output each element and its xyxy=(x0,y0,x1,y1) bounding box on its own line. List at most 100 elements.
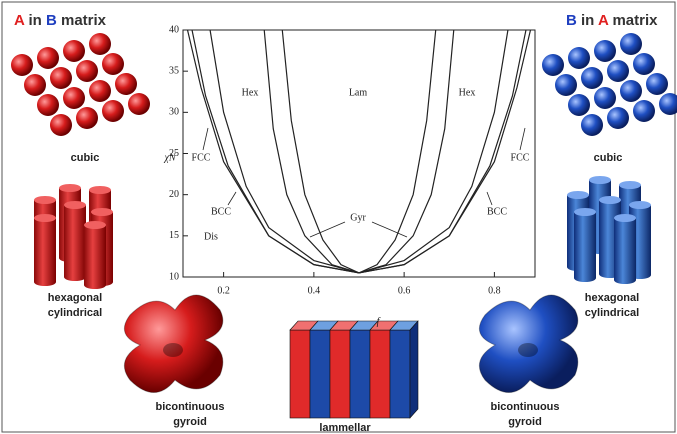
lamella xyxy=(390,330,410,418)
sphere xyxy=(659,93,677,115)
lamella-side xyxy=(410,321,418,418)
phase-boundary xyxy=(264,30,454,273)
illustrations xyxy=(11,33,677,418)
y-tick-label: 20 xyxy=(169,189,179,200)
cylinder-top xyxy=(574,208,596,216)
region-label: Hex xyxy=(242,87,259,98)
lamella xyxy=(290,330,310,418)
x-tick-label: 0.6 xyxy=(398,285,411,296)
cylinder-top xyxy=(59,184,81,192)
sphere xyxy=(115,73,137,95)
x-tick-label: 0.4 xyxy=(308,285,321,296)
arrow xyxy=(487,192,492,205)
cylinder xyxy=(34,218,56,282)
cylinder xyxy=(84,225,106,285)
gyroid-hole xyxy=(518,343,538,357)
figure: A in B matrix B in A matrix cubic hexago… xyxy=(0,0,677,434)
phase-boundary xyxy=(192,30,526,273)
y-tick-label: 35 xyxy=(169,65,179,76)
cylinder-top xyxy=(619,181,641,189)
cylinder-top xyxy=(34,214,56,222)
cylinder-top xyxy=(589,176,611,184)
sphere xyxy=(542,54,564,76)
caption: lammellar xyxy=(319,422,371,434)
cylinder-base xyxy=(64,273,86,281)
x-tick-label: 0.8 xyxy=(488,285,501,296)
sphere xyxy=(37,47,59,69)
sphere xyxy=(620,33,642,55)
phase-boundary xyxy=(188,30,531,273)
sphere xyxy=(607,60,629,82)
cylinder xyxy=(574,212,596,278)
cylinder-base xyxy=(34,278,56,286)
sphere xyxy=(607,107,629,129)
caption: cylindrical xyxy=(585,307,639,319)
caption: gyroid xyxy=(173,416,207,428)
region-label: Dis xyxy=(204,231,218,242)
arrow xyxy=(228,192,236,205)
x-tick-label: 0.2 xyxy=(217,285,230,296)
right-title: B in A matrix xyxy=(566,12,658,29)
region-label: Lam xyxy=(349,87,368,98)
sphere xyxy=(63,87,85,109)
sphere xyxy=(568,94,590,116)
cylinder-top xyxy=(34,196,56,204)
sphere xyxy=(102,100,124,122)
sphere xyxy=(581,114,603,136)
region-label: FCC xyxy=(192,152,211,163)
cylinder-top xyxy=(64,201,86,209)
y-tick-label: 40 xyxy=(169,24,179,35)
cylinder-top xyxy=(599,196,621,204)
sphere xyxy=(11,54,33,76)
left-title: A in B matrix xyxy=(14,12,107,29)
sphere xyxy=(646,73,668,95)
region-label: FCC xyxy=(511,152,530,163)
cylinder-top xyxy=(629,201,651,209)
sphere xyxy=(594,87,616,109)
y-tick-label: 25 xyxy=(169,148,179,159)
region-label: Gyr xyxy=(350,212,366,223)
caption: hexagonal xyxy=(585,292,639,304)
region-label: BCC xyxy=(487,206,507,217)
lamella xyxy=(350,330,370,418)
sphere xyxy=(594,40,616,62)
sphere xyxy=(633,53,655,75)
cylinder xyxy=(64,205,86,277)
region-label: BCC xyxy=(211,206,231,217)
arrow xyxy=(203,128,208,150)
caption: bicontinuous xyxy=(490,401,559,413)
sphere xyxy=(620,80,642,102)
sphere xyxy=(89,80,111,102)
y-tick-label: 10 xyxy=(169,271,179,282)
sphere xyxy=(24,74,46,96)
sphere xyxy=(555,74,577,96)
cylinder-base xyxy=(574,274,596,282)
y-tick-label: 30 xyxy=(169,107,179,118)
sphere xyxy=(37,94,59,116)
sphere xyxy=(50,114,72,136)
cylinder-base xyxy=(614,276,636,284)
sphere xyxy=(128,93,150,115)
sphere xyxy=(63,40,85,62)
lamella xyxy=(310,330,330,418)
caption: bicontinuous xyxy=(155,401,224,413)
caption: cubic xyxy=(71,152,100,164)
cylinder-base xyxy=(84,281,106,289)
sphere xyxy=(50,67,72,89)
sphere xyxy=(89,33,111,55)
gyroid-hole xyxy=(163,343,183,357)
lamella xyxy=(330,330,350,418)
sphere xyxy=(568,47,590,69)
caption: cubic xyxy=(594,152,623,164)
lamella xyxy=(370,330,390,418)
sphere xyxy=(581,67,603,89)
arrow xyxy=(520,128,525,150)
cylinder-top xyxy=(614,214,636,222)
cylinder-top xyxy=(567,191,589,199)
sphere xyxy=(76,107,98,129)
cylinder xyxy=(614,218,636,280)
caption: cylindrical xyxy=(48,307,102,319)
caption: hexagonal xyxy=(48,292,102,304)
sphere xyxy=(102,53,124,75)
sphere xyxy=(633,100,655,122)
